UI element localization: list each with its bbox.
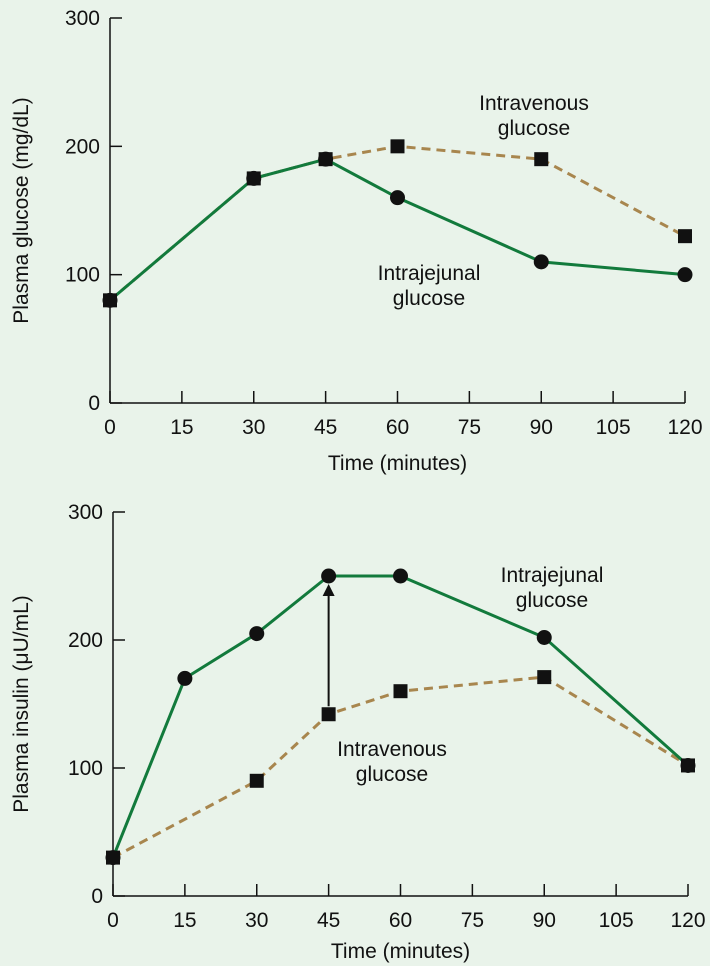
chart-insulin: 0 15 30 45 60 75 90 105 120 0 100 200 300 Time (minut…	[10, 501, 706, 963]
y-tick-label: 300	[65, 7, 100, 30]
series-annotation: Intrajejunal	[501, 564, 604, 587]
data-point-intrajejunal	[318, 151, 334, 167]
x-axis-title: Time (minutes)	[331, 940, 470, 963]
y-tick-label: 200	[65, 135, 100, 158]
series-annotation: glucose	[393, 287, 465, 310]
series-annotation: Intravenous	[337, 738, 447, 761]
data-point-intravenous	[678, 229, 692, 244]
series-annotation: glucose	[516, 589, 588, 612]
data-point-intravenous	[390, 139, 405, 154]
x-tick-label: 90	[533, 909, 556, 932]
y-tick-label: 0	[88, 392, 100, 415]
y-tick-label: 100	[68, 757, 103, 780]
y-tick-label: 200	[68, 629, 103, 652]
data-point-intravenous	[534, 152, 549, 167]
x-tick-label: 105	[596, 416, 631, 439]
x-tick-label: 75	[461, 909, 484, 932]
data-point-intravenous	[321, 707, 336, 722]
x-axis-title: Time (minutes)	[328, 452, 467, 475]
x-tick-label: 105	[599, 909, 634, 932]
y-tick-label: 0	[91, 885, 103, 908]
data-point-intravenous	[106, 850, 120, 865]
y-axis-title: Plasma glucose (mg/dL)	[10, 97, 33, 323]
y-axis-title: Plasma insulin (μU/mL)	[10, 595, 33, 813]
chart-glucose: 0 15 30 45 60 75 90 105 120 0 100 200 300 Time (minut…	[10, 7, 703, 475]
series-annotation: glucose	[356, 763, 428, 786]
x-tick-label: 15	[173, 909, 196, 932]
series-line-intravenous	[112, 675, 689, 859]
x-tick-label: 60	[389, 909, 412, 932]
data-point-intrajejunal	[249, 626, 265, 642]
x-tick-label: 90	[530, 416, 553, 439]
x-tick-label: 45	[314, 416, 337, 439]
data-point-intrajejunal	[533, 254, 549, 270]
data-point-intrajejunal	[390, 190, 405, 206]
data-point-intrajejunal	[393, 568, 408, 584]
x-tick-label: 120	[667, 416, 702, 439]
y-tick-label: 300	[68, 501, 103, 524]
x-tick-label: 45	[317, 909, 340, 932]
x-tick-label: 75	[458, 416, 481, 439]
data-point-intrajejunal	[177, 670, 193, 686]
x-tick-label: 0	[104, 416, 116, 439]
x-tick-label: 60	[386, 416, 409, 439]
x-tick-label: 15	[170, 416, 193, 439]
x-tick-label: 30	[242, 416, 265, 439]
y-tick-label: 100	[65, 264, 100, 287]
data-point-intrajejunal	[677, 267, 693, 283]
difference-arrow-head	[322, 584, 335, 596]
data-point-intravenous	[249, 773, 264, 788]
x-tick-label: 120	[670, 909, 705, 932]
series-annotation: Intrajejunal	[378, 262, 481, 285]
data-point-intravenous	[537, 670, 552, 685]
data-point-intravenous	[681, 758, 695, 773]
data-point-intravenous	[393, 684, 408, 699]
data-point-intrajejunal	[536, 629, 552, 645]
data-point-intrajejunal	[246, 170, 262, 186]
series-line-intrajejunal	[109, 157, 686, 302]
series-annotation: glucose	[498, 117, 570, 140]
series-annotation: Intravenous	[479, 92, 589, 115]
x-tick-label: 30	[245, 909, 268, 932]
x-tick-label: 0	[107, 909, 119, 932]
data-point-intrajejunal	[102, 292, 118, 308]
data-point-intrajejunal	[321, 568, 337, 584]
